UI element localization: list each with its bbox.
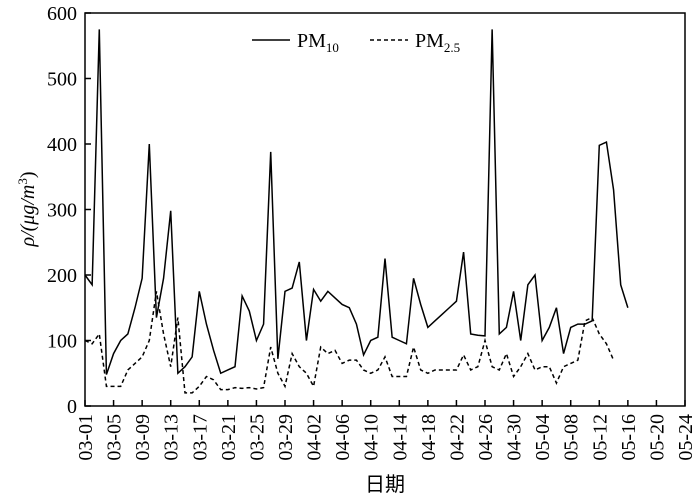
x-tick-label: 05-16 <box>618 414 640 461</box>
y-tick-label: 100 <box>47 331 77 353</box>
x-tick-label: 03-29 <box>275 414 297 461</box>
x-tick-label: 05-04 <box>532 414 554 461</box>
x-tick-label: 04-26 <box>475 414 497 461</box>
x-tick-label: 05-20 <box>646 414 668 461</box>
y-tick-label: 400 <box>47 134 77 156</box>
y-tick-label: 0 <box>67 396 77 418</box>
x-tick-label: 03-09 <box>132 414 154 461</box>
x-tick-label: 03-17 <box>189 414 211 461</box>
x-tick-label: 04-06 <box>332 414 354 461</box>
y-tick-label: 200 <box>47 265 77 287</box>
x-tick-label: 05-08 <box>561 414 583 461</box>
y-tick-label: 300 <box>47 200 77 222</box>
x-tick-label: 04-22 <box>446 414 468 461</box>
legend: PM10 PM2.5 <box>252 30 460 55</box>
x-tick-label: 04-10 <box>361 414 383 461</box>
x-tick-label: 03-21 <box>218 414 240 461</box>
x-tick-label: 05-12 <box>589 414 611 461</box>
legend-label-pm10: PM10 <box>297 30 339 55</box>
x-tick-label: 04-30 <box>504 414 526 461</box>
series-layer <box>84 29 629 394</box>
x-tick-label: 03-01 <box>75 414 97 461</box>
y-axis: 0 100 200 300 400 500 600 <box>47 3 91 418</box>
x-tick-label: 04-02 <box>304 414 326 461</box>
x-tick-label: 04-18 <box>418 414 440 461</box>
x-tick-label: 04-14 <box>389 414 411 461</box>
series-line-pm25 <box>84 291 615 394</box>
x-tick-label: 03-05 <box>104 414 126 461</box>
series-line-pm10 <box>84 29 629 375</box>
x-axis: 03-01 03-05 03-09 03-13 03-17 03-21 03-25 03-29… <box>75 400 697 461</box>
x-axis-title: 日期 <box>365 472 405 496</box>
y-axis-title: ρ/(μg/m3) <box>15 171 40 247</box>
x-tick-label: 03-25 <box>246 414 268 461</box>
legend-label-pm25: PM2.5 <box>415 30 460 55</box>
plot-frame <box>84 12 686 407</box>
y-tick-label: 500 <box>47 69 77 91</box>
y-tick-label: 600 <box>47 3 77 25</box>
x-tick-label: 05-24 <box>675 414 697 461</box>
x-tick-label: 03-13 <box>161 414 183 461</box>
